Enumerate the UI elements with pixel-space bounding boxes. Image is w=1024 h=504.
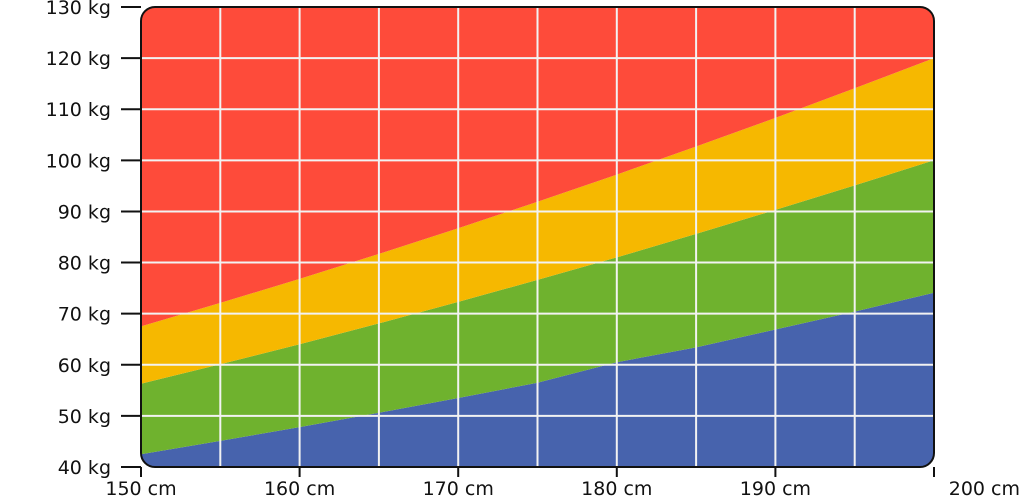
band-underweight — [141, 292, 934, 467]
y-tick-label: 120 kg — [46, 48, 111, 70]
x-axis: 150 cm 160 cm 170 cm 180 cm 190 cm 200 cm — [105, 467, 1020, 500]
y-tick-label: 50 kg — [58, 406, 111, 428]
y-tick-label: 40 kg — [58, 457, 111, 479]
y-axis: 40 kg 50 kg 60 kg 70 kg 80 kg 90 kg 100 kg 110 … — [46, 0, 141, 479]
y-tick-label: 100 kg — [46, 150, 111, 172]
x-tick-label: 170 cm — [423, 478, 494, 500]
y-tick-label: 110 kg — [46, 99, 111, 121]
x-tick-label: 190 cm — [740, 478, 811, 500]
x-tick-label: 200 cm — [949, 478, 1020, 500]
x-tick-label: 150 cm — [105, 478, 176, 500]
y-tick-label: 60 kg — [58, 355, 111, 377]
y-tick-label: 130 kg — [46, 0, 111, 19]
x-tick-label: 160 cm — [264, 478, 335, 500]
y-tick-label: 80 kg — [58, 253, 111, 275]
y-tick-label: 90 kg — [58, 201, 111, 223]
x-tick-label: 180 cm — [581, 478, 652, 500]
grid-layer — [141, 7, 934, 467]
plot-frame — [140, 6, 935, 468]
y-tick-label: 70 kg — [58, 304, 111, 326]
